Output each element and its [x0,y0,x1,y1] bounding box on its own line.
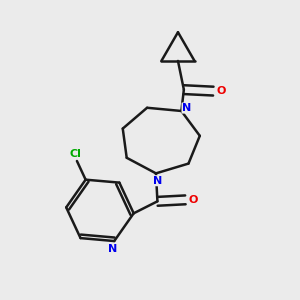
Text: N: N [153,176,162,186]
Text: Cl: Cl [70,148,81,159]
Text: N: N [108,244,117,254]
Text: N: N [182,103,191,113]
Text: O: O [189,195,198,205]
Text: O: O [217,86,226,96]
